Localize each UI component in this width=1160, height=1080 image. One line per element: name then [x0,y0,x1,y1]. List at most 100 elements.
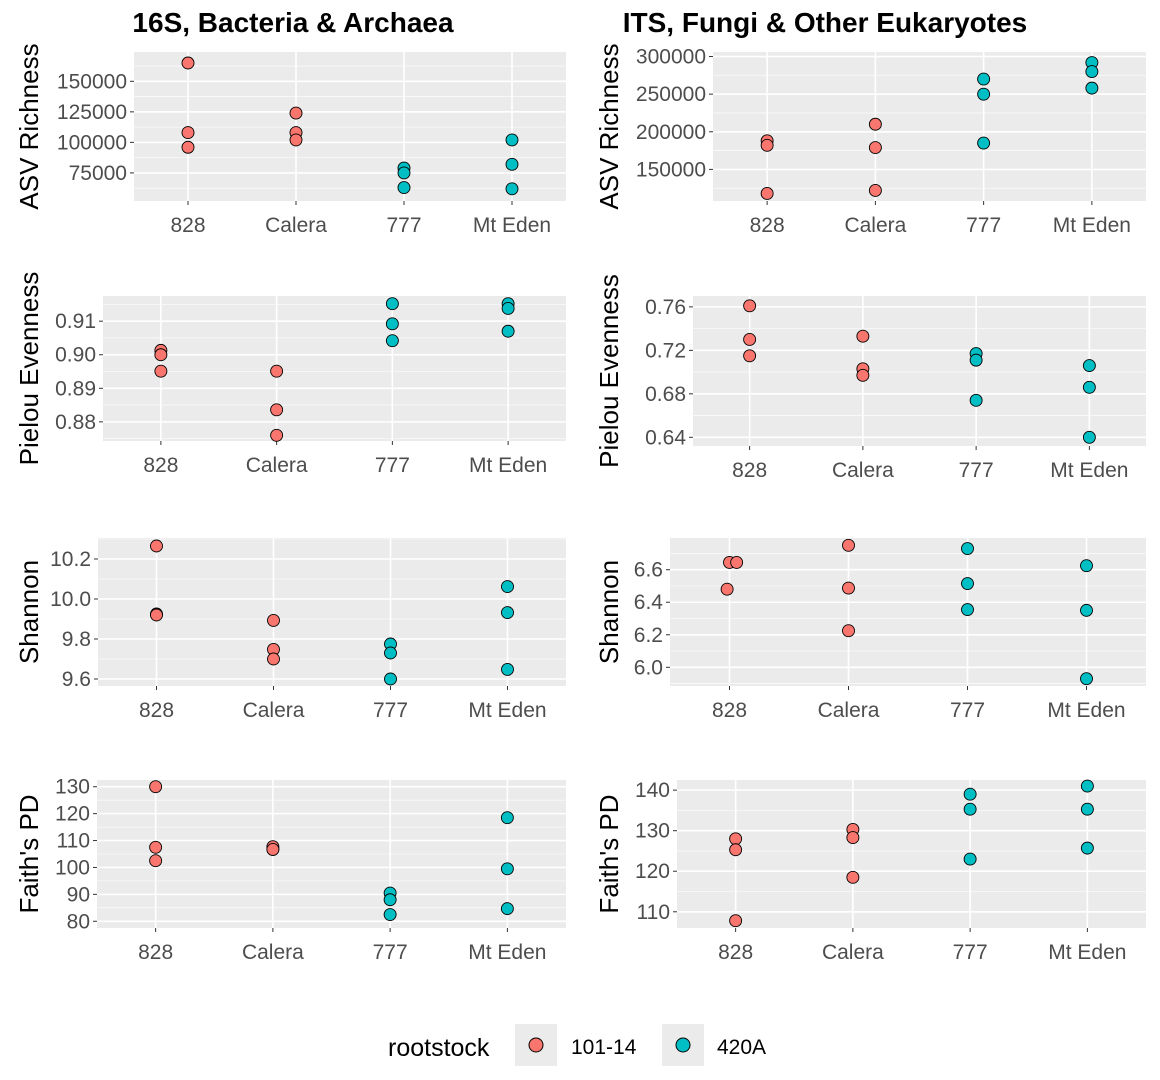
data-point-420a [500,811,514,825]
panel-background [103,296,566,441]
x-tick-label: Mt Eden [1050,459,1128,482]
x-tick-label: Calera [243,699,305,722]
panel-background [677,780,1146,928]
data-point-420a [397,166,411,180]
y-tick-label: 0.88 [55,411,96,434]
data-point-420a [397,181,411,195]
data-point-420a [500,862,514,876]
data-point-101-14 [154,348,168,362]
data-point-101-14 [289,133,303,147]
data-point-420a [505,157,519,171]
data-point-101-14 [868,117,882,131]
x-tick-label: 777 [959,459,994,482]
x-tick-label: Mt Eden [469,454,547,477]
data-point-101-14 [743,299,757,313]
y-tick-label: 0.76 [645,296,686,319]
data-point-101-14 [729,914,743,928]
data-point-420a [1080,841,1094,855]
data-point-101-14 [743,333,757,346]
data-point-420a [501,662,514,676]
y-tick-label: 10.0 [50,588,91,611]
panel-its-pielou-evenness: 0.64 0.68 0.72 0.76 828 Calera 777 Mt Eden Pielo… [594,274,1146,482]
y-tick-label: 150000 [636,158,706,181]
panel-bac-asv-richness: 75000 100000 125000 150000 828 Calera 777 Mt Ed… [14,43,566,237]
data-point-101-14 [289,106,303,120]
y-tick-label: 75000 [69,162,127,185]
data-point-420a [501,606,514,620]
data-point-101-14 [149,854,163,868]
data-point-420a [977,87,991,101]
y-axis-title: Pielou Evenness [594,274,624,468]
x-tick-label: 777 [373,699,408,722]
data-point-101-14 [270,403,284,417]
y-tick-label: 120 [635,860,670,883]
x-tick-label: 828 [712,699,747,722]
legend-label-101-14: 101-14 [571,1036,637,1059]
x-tick-label: Calera [246,454,308,477]
data-point-420a [963,852,977,866]
y-axis-title: ASV Richness [594,43,624,209]
data-point-420a [1085,65,1099,79]
panel-bac-pielou-evenness: 0.88 0.89 0.90 0.91 828 Calera 777 Mt Eden Pielo… [14,272,566,477]
data-point-420a [500,902,514,916]
data-point-420a [384,672,397,686]
data-point-101-14 [150,608,163,622]
y-tick-label: 0.72 [645,339,686,362]
panel-background [134,52,566,201]
x-tick-label: 777 [950,699,985,722]
data-point-420a [1082,430,1096,444]
y-tick-label: 150000 [57,70,127,93]
data-point-101-14 [868,184,882,197]
panel-its-faith-s-pd: 110 120 130 140 828 Calera 777 Mt Eden Faith's P… [594,779,1146,964]
y-tick-label: 0.89 [55,377,96,400]
x-tick-label: 777 [373,941,408,964]
y-tick-label: 0.64 [645,426,686,449]
y-tick-label: 100 [55,856,90,879]
x-tick-label: Calera [242,941,304,964]
y-axis-title: Faith's PD [594,794,624,913]
x-tick-label: 828 [138,941,173,964]
panel-bac-shannon: 9.6 9.8 10.0 10.2 828 Calera 777 Mt Eden Shannon [14,538,566,722]
y-tick-label: 300000 [636,46,706,69]
y-tick-label: 200000 [636,121,706,144]
x-tick-label: Mt Eden [1048,941,1126,964]
data-point-101-14 [856,368,870,382]
panel-background [693,296,1146,446]
data-point-420a [1080,672,1093,686]
y-tick-label: 6.2 [634,624,663,647]
column-title-16s: 16S, Bacteria & Archaea [132,7,454,38]
data-point-101-14 [842,581,855,595]
panel-its-shannon: 6.0 6.2 6.4 6.6 828 Calera 777 Mt Eden Shannon [594,538,1146,722]
y-axis-title: Pielou Evenness [14,272,44,466]
data-point-101-14 [720,582,734,596]
y-tick-label: 10.2 [50,548,91,571]
data-point-420a [961,577,974,590]
legend-key-101-14 [528,1037,544,1053]
panel-grid: 75000 100000 125000 150000 828 Calera 777 Mt Ed… [14,43,1146,964]
y-tick-label: 6.6 [634,559,663,582]
x-tick-label: 828 [139,699,174,722]
data-point-420a [501,580,514,594]
data-point-101-14 [760,138,774,152]
x-tick-label: 777 [375,454,410,477]
x-tick-label: 828 [732,459,767,482]
data-point-101-14 [181,56,195,70]
x-tick-label: 828 [143,454,178,477]
data-point-420a [383,908,397,921]
data-point-420a [501,301,515,315]
data-point-101-14 [729,843,743,857]
legend: rootstock 101-14 420A [388,1024,766,1066]
data-point-420a [969,353,983,367]
y-axis-title: ASV Richness [14,43,44,209]
data-point-420a [1080,802,1094,816]
data-point-101-14 [181,126,195,140]
y-tick-label: 110 [637,901,670,924]
data-point-420a [501,324,515,338]
y-tick-label: 250000 [636,83,706,106]
data-point-101-14 [842,624,855,638]
data-point-420a [963,802,977,816]
data-point-101-14 [729,832,743,846]
x-tick-label: 777 [953,941,988,964]
legend-label-420a: 420A [717,1036,766,1059]
